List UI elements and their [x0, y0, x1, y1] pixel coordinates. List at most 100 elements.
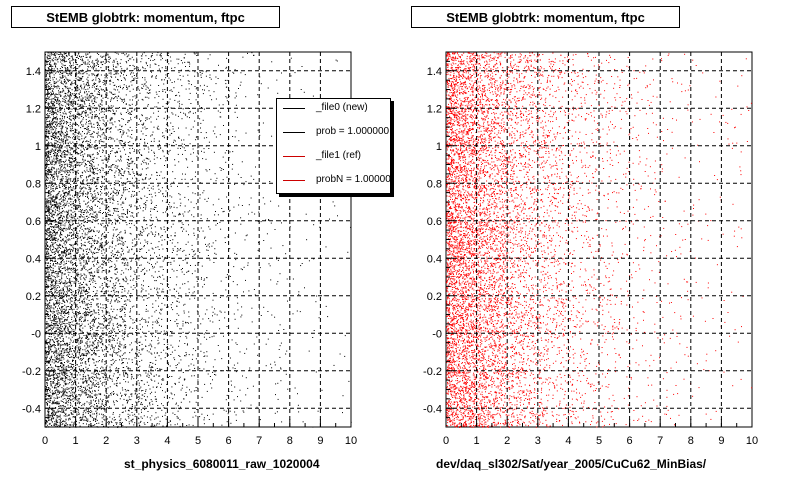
- point: [71, 374, 73, 376]
- point: [47, 308, 49, 310]
- point: [57, 415, 59, 417]
- point: [93, 171, 95, 173]
- point: [212, 292, 214, 294]
- point: [327, 316, 329, 318]
- point: [66, 300, 68, 302]
- point: [78, 222, 80, 224]
- point: [94, 196, 96, 198]
- point: [125, 153, 127, 155]
- point: [150, 208, 152, 210]
- point: [52, 316, 53, 318]
- point: [116, 291, 118, 293]
- point: [60, 318, 62, 320]
- point: [50, 202, 52, 204]
- point: [56, 121, 58, 123]
- point: [119, 237, 121, 239]
- point: [156, 75, 157, 77]
- point: [54, 288, 56, 290]
- point: [135, 226, 137, 228]
- point: [92, 419, 94, 421]
- point: [145, 61, 147, 63]
- point: [73, 313, 75, 315]
- point: [59, 414, 61, 416]
- point: [119, 310, 121, 312]
- point: [81, 284, 83, 286]
- point: [47, 231, 48, 233]
- point: [114, 352, 116, 353]
- point: [77, 217, 79, 219]
- point: [217, 78, 219, 79]
- point: [139, 149, 141, 151]
- point: [135, 401, 137, 403]
- point: [98, 231, 100, 233]
- point: [60, 279, 62, 281]
- point: [54, 130, 56, 132]
- point: [131, 306, 133, 308]
- point: [49, 212, 51, 214]
- point: [123, 77, 125, 79]
- point: [112, 64, 114, 66]
- point: [109, 79, 111, 81]
- point: [203, 333, 205, 335]
- point: [92, 396, 94, 398]
- point: [138, 341, 140, 343]
- point: [60, 125, 62, 127]
- point: [191, 84, 192, 86]
- point: [134, 413, 136, 415]
- point: [92, 79, 94, 81]
- point: [60, 77, 62, 79]
- point: [90, 221, 92, 223]
- point: [90, 416, 92, 418]
- point: [52, 239, 54, 241]
- point: [143, 162, 145, 164]
- point: [74, 143, 76, 145]
- point: [146, 163, 148, 165]
- point: [56, 221, 58, 223]
- point: [118, 185, 120, 187]
- point: [82, 105, 84, 107]
- point: [140, 130, 142, 132]
- point: [123, 188, 124, 190]
- point: [99, 377, 101, 379]
- point: [111, 127, 112, 129]
- point: [52, 174, 54, 176]
- point: [56, 316, 57, 318]
- point: [55, 82, 57, 84]
- point: [149, 64, 151, 66]
- point: [135, 126, 137, 128]
- point: [127, 213, 128, 215]
- point: [58, 410, 60, 412]
- point: [93, 126, 95, 128]
- point: [66, 179, 68, 181]
- point: [110, 290, 112, 292]
- point: [70, 157, 72, 159]
- point: [81, 135, 83, 137]
- point: [53, 362, 55, 364]
- point: [50, 370, 52, 372]
- point: [69, 347, 71, 349]
- point: [123, 371, 125, 373]
- point: [103, 120, 105, 122]
- point: [66, 424, 68, 426]
- point: [139, 397, 141, 399]
- point: [100, 327, 102, 329]
- point: [162, 415, 163, 417]
- point: [50, 201, 51, 203]
- point: [65, 351, 67, 353]
- point: [117, 203, 119, 205]
- point: [54, 138, 56, 139]
- point: [171, 331, 173, 333]
- point: [55, 149, 57, 151]
- point: [61, 176, 63, 178]
- point: [53, 411, 55, 413]
- point: [171, 393, 173, 395]
- point: [76, 370, 78, 372]
- point: [54, 315, 55, 317]
- point: [48, 362, 50, 364]
- point: [141, 296, 143, 298]
- point: [67, 271, 69, 273]
- point: [65, 366, 67, 368]
- point: [152, 367, 154, 368]
- point: [240, 177, 242, 178]
- point: [57, 381, 58, 383]
